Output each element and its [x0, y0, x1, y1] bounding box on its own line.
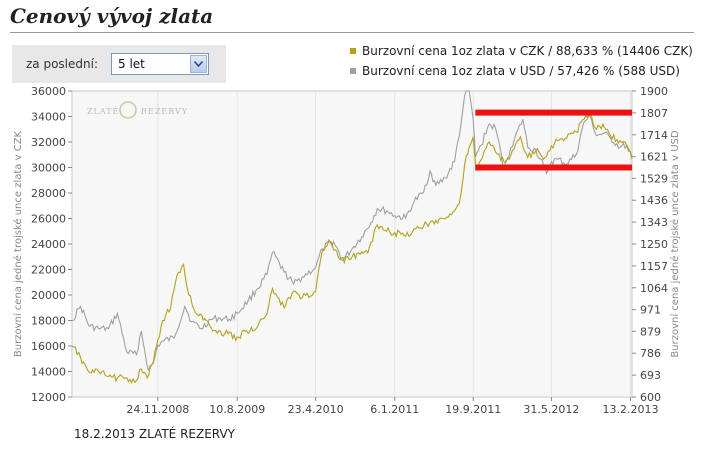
y-right-tick-label: 1900 — [640, 85, 668, 98]
y-left-tick-label: 20000 — [31, 289, 66, 302]
y-right-tick-label: 1621 — [640, 151, 668, 164]
watermark-logo-icon — [119, 101, 137, 119]
y-left-tick-label: 12000 — [31, 391, 66, 404]
legend-swatch-usd — [350, 68, 356, 74]
legend-item-usd: Burzovní cena 1oz zlata v USD / 57,426 %… — [350, 64, 693, 84]
y-right-tick-label: 879 — [640, 325, 661, 338]
y-right-tick-label: 1250 — [640, 238, 668, 251]
y-right-tick-label: 786 — [640, 347, 661, 360]
period-select-value: 5 let — [118, 57, 145, 71]
y-right-tick-label: 600 — [640, 391, 661, 404]
chart-legend: Burzovní cena 1oz zlata v CZK / 88,633 %… — [350, 44, 693, 84]
y-right-tick-label: 1157 — [640, 260, 668, 273]
y-right-tick-label: 1807 — [640, 107, 668, 120]
y-left-tick-label: 16000 — [31, 340, 66, 353]
y-left-tick-label: 26000 — [31, 213, 66, 226]
x-tick-label: 31.5.2012 — [523, 403, 579, 416]
x-tick-label: 23.4.2010 — [288, 403, 344, 416]
y-left-tick-label: 32000 — [31, 136, 66, 149]
y-left-tick-label: 18000 — [31, 315, 66, 328]
watermark-text-left: ZLATÉ — [87, 107, 119, 116]
legend-label-usd: Burzovní cena 1oz zlata v USD / 57,426 %… — [362, 64, 680, 78]
x-tick-label: 6.1.2011 — [370, 403, 419, 416]
plot-area — [71, 90, 633, 398]
x-tick-label: 10.8.2009 — [209, 403, 265, 416]
period-label: za poslední: — [26, 57, 98, 71]
y-right-tick-label: 1529 — [640, 172, 668, 185]
y-left-tick-label: 22000 — [31, 264, 66, 277]
y-left-axis-title: Burzovní cena jedné trojské unce zlata v… — [12, 130, 24, 357]
series-line-usd — [71, 90, 633, 372]
y-left-tick-label: 24000 — [31, 238, 66, 251]
page-title: Cenový vývoj zlata — [10, 4, 214, 28]
period-panel: za poslední: 5 let — [12, 45, 226, 83]
y-left-tick-label: 30000 — [31, 162, 66, 175]
y-left-tick-label: 14000 — [31, 366, 66, 379]
y-left-tick-label: 36000 — [31, 85, 66, 98]
y-right-tick-label: 1436 — [640, 194, 668, 207]
y-right-tick-label: 971 — [640, 304, 661, 317]
y-right-tick-label: 1064 — [640, 282, 668, 295]
title-divider — [10, 32, 694, 33]
y-left-tick-label: 34000 — [31, 111, 66, 124]
y-right-tick-label: 1343 — [640, 216, 668, 229]
x-tick-label: 24.11.2008 — [126, 403, 189, 416]
y-right-tick-label: 693 — [640, 369, 661, 382]
watermark-text-right: REZERVY — [141, 107, 188, 116]
period-select[interactable]: 5 let — [111, 53, 209, 75]
footer-caption: 18.2.2013 ZLATÉ REZERVY — [74, 427, 236, 441]
chevron-down-icon[interactable] — [190, 55, 207, 73]
legend-item-czk: Burzovní cena 1oz zlata v CZK / 88,633 %… — [350, 44, 693, 64]
y-right-axis-title: Burzovní cena jedné trojské unce zlata v… — [669, 130, 681, 357]
legend-swatch-czk — [350, 48, 356, 54]
x-tick-label: 19.9.2011 — [445, 403, 501, 416]
series-line-czk — [71, 113, 633, 384]
x-tick-label: 13.2.2013 — [602, 403, 658, 416]
y-left-tick-label: 28000 — [31, 187, 66, 200]
y-right-tick-label: 1714 — [640, 129, 668, 142]
legend-label-czk: Burzovní cena 1oz zlata v CZK / 88,633 %… — [362, 44, 693, 58]
